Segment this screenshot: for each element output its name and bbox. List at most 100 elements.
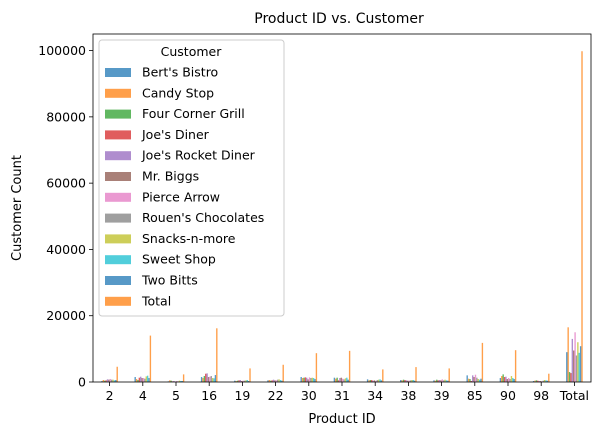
bar bbox=[275, 380, 277, 382]
y-axis-label: Customer Count bbox=[10, 155, 25, 261]
bar bbox=[243, 380, 246, 382]
bar bbox=[444, 379, 446, 382]
bar bbox=[337, 380, 340, 382]
bar bbox=[112, 379, 114, 382]
bar bbox=[573, 350, 575, 382]
bar bbox=[581, 51, 583, 382]
x-axis-label: Product ID bbox=[308, 412, 375, 427]
bar bbox=[568, 372, 571, 382]
bars-group bbox=[101, 51, 583, 382]
bar bbox=[211, 378, 214, 382]
bar bbox=[138, 377, 141, 382]
x-tick-label: 90 bbox=[500, 388, 516, 403]
bar bbox=[575, 355, 578, 382]
x-tick-label: 38 bbox=[400, 388, 416, 403]
bar bbox=[571, 338, 574, 382]
legend-label: Two Bitts bbox=[141, 273, 198, 288]
bar bbox=[368, 380, 370, 382]
bar bbox=[445, 380, 448, 382]
bar bbox=[141, 378, 143, 382]
bar bbox=[405, 380, 408, 382]
bar bbox=[509, 379, 511, 382]
bar bbox=[502, 374, 504, 382]
legend-label: Total bbox=[141, 293, 171, 308]
bar bbox=[308, 377, 311, 382]
bar bbox=[216, 328, 218, 382]
bar bbox=[369, 380, 372, 382]
bar bbox=[282, 364, 284, 382]
bar bbox=[106, 379, 109, 382]
legend-label: Snacks-n-more bbox=[142, 231, 236, 246]
bar bbox=[348, 350, 351, 382]
bar bbox=[306, 377, 308, 382]
bar bbox=[579, 346, 582, 382]
bar bbox=[401, 380, 403, 382]
x-tick-label: 98 bbox=[533, 388, 549, 403]
bar bbox=[140, 376, 142, 382]
legend: Customer Bert's Bistro Candy Stop Four Cor… bbox=[98, 39, 285, 317]
bar bbox=[200, 377, 203, 382]
bar bbox=[307, 379, 309, 382]
bar bbox=[234, 380, 236, 382]
bar bbox=[501, 376, 503, 382]
bar bbox=[314, 379, 316, 382]
bar bbox=[343, 379, 345, 382]
bar bbox=[545, 380, 547, 382]
bar bbox=[333, 377, 336, 382]
bar bbox=[182, 374, 185, 382]
bar bbox=[434, 380, 437, 382]
bar bbox=[373, 380, 376, 382]
bar bbox=[102, 380, 105, 382]
bar bbox=[440, 380, 442, 382]
legend-title: Customer bbox=[161, 44, 223, 59]
bar bbox=[115, 380, 117, 382]
bar bbox=[404, 380, 406, 382]
bar bbox=[546, 380, 549, 382]
legend-label: Four Corner Grill bbox=[142, 106, 245, 121]
legend-swatch bbox=[105, 213, 131, 223]
bar bbox=[249, 368, 251, 382]
bar bbox=[342, 378, 344, 382]
x-tick-label: 30 bbox=[301, 388, 317, 403]
bar bbox=[543, 380, 546, 382]
bar bbox=[542, 380, 544, 382]
bar bbox=[371, 380, 373, 382]
x-tick-label: Total bbox=[559, 388, 589, 403]
bar bbox=[238, 380, 240, 382]
y-tick-label: 100000 bbox=[38, 43, 86, 58]
x-tick-label: 22 bbox=[268, 388, 284, 403]
bar bbox=[508, 378, 510, 382]
bar bbox=[214, 375, 217, 382]
bar bbox=[436, 379, 438, 382]
legend-items: Bert's Bistro Candy Stop Four Corner Grill… bbox=[105, 65, 264, 308]
bar bbox=[202, 378, 204, 382]
legend-label: Sweet Shop bbox=[142, 252, 216, 267]
bar bbox=[180, 381, 182, 382]
bar bbox=[281, 380, 283, 382]
bar bbox=[272, 379, 275, 382]
bar bbox=[514, 350, 517, 382]
legend-swatch bbox=[105, 234, 131, 244]
bar bbox=[311, 377, 313, 382]
bar bbox=[372, 380, 374, 382]
legend-label: Joe's Rocket Diner bbox=[141, 148, 256, 163]
y-tick-label: 60000 bbox=[46, 176, 86, 191]
bar bbox=[173, 381, 175, 382]
bar bbox=[301, 378, 304, 382]
legend-swatch bbox=[105, 130, 131, 140]
bar bbox=[304, 377, 307, 382]
bar bbox=[101, 381, 103, 382]
bar bbox=[539, 381, 542, 382]
bar bbox=[548, 373, 550, 382]
bar bbox=[409, 380, 412, 382]
legend-swatch bbox=[105, 151, 131, 161]
legend-swatch bbox=[105, 68, 131, 77]
bar bbox=[402, 379, 405, 382]
bar bbox=[241, 381, 243, 382]
y-tick-label: 40000 bbox=[46, 242, 86, 257]
plot-frame bbox=[92, 33, 592, 383]
bar bbox=[480, 378, 482, 382]
bar bbox=[169, 380, 171, 382]
bar bbox=[148, 378, 150, 382]
x-ticks: 2 4 5 16 19 22 30 31 34 38 39 85 90 98 Total bbox=[106, 382, 589, 403]
